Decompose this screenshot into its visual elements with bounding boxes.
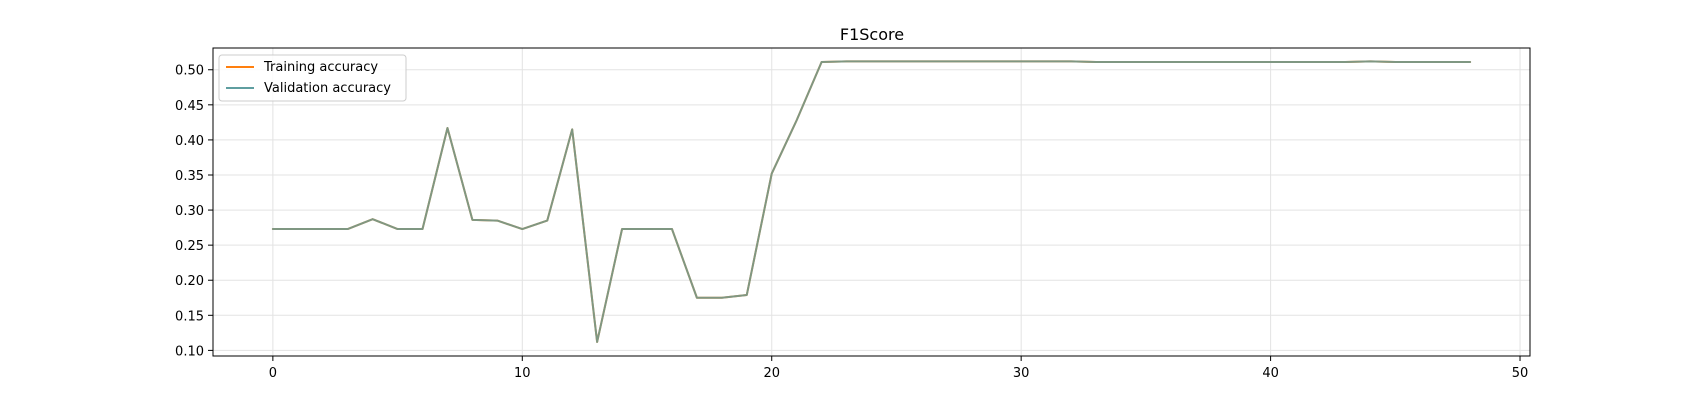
y-tick-label: 0.15: [175, 309, 204, 324]
x-tick-label: 50: [1512, 366, 1529, 381]
x-tick-label: 20: [763, 366, 780, 381]
series-line-validation: [271, 60, 1472, 343]
legend-box: [218, 54, 407, 102]
y-axis-ticks: 0.10 0.15 0.20 0.25 0.30 0.35 0.40 0.45 0.50: [175, 64, 213, 359]
legend: Training accuracy Validation accuracy: [218, 54, 407, 102]
x-axis-ticks: 0 10 20 30 40 50: [269, 356, 1529, 381]
y-tick-label: 0.25: [175, 239, 204, 254]
y-tick-label: 0.35: [175, 169, 204, 184]
chart-title: F1Score: [840, 25, 904, 44]
plot-frame: [212, 47, 1531, 357]
x-tick-label: 40: [1262, 366, 1279, 381]
legend-label-training: Training accuracy: [263, 60, 378, 75]
x-tick-label: 30: [1013, 366, 1030, 381]
y-tick-label: 0.40: [175, 134, 204, 149]
series-layer: [271, 60, 1472, 343]
x-tick-label: 0: [269, 366, 277, 381]
x-tick-label: 10: [514, 366, 531, 381]
y-tick-label: 0.30: [175, 204, 204, 219]
legend-label-validation: Validation accuracy: [264, 81, 391, 96]
y-tick-label: 0.45: [175, 99, 204, 114]
grid-lines: [213, 48, 1530, 356]
y-tick-label: 0.10: [175, 344, 204, 359]
y-tick-label: 0.20: [175, 274, 204, 289]
y-tick-label: 0.50: [175, 64, 204, 79]
